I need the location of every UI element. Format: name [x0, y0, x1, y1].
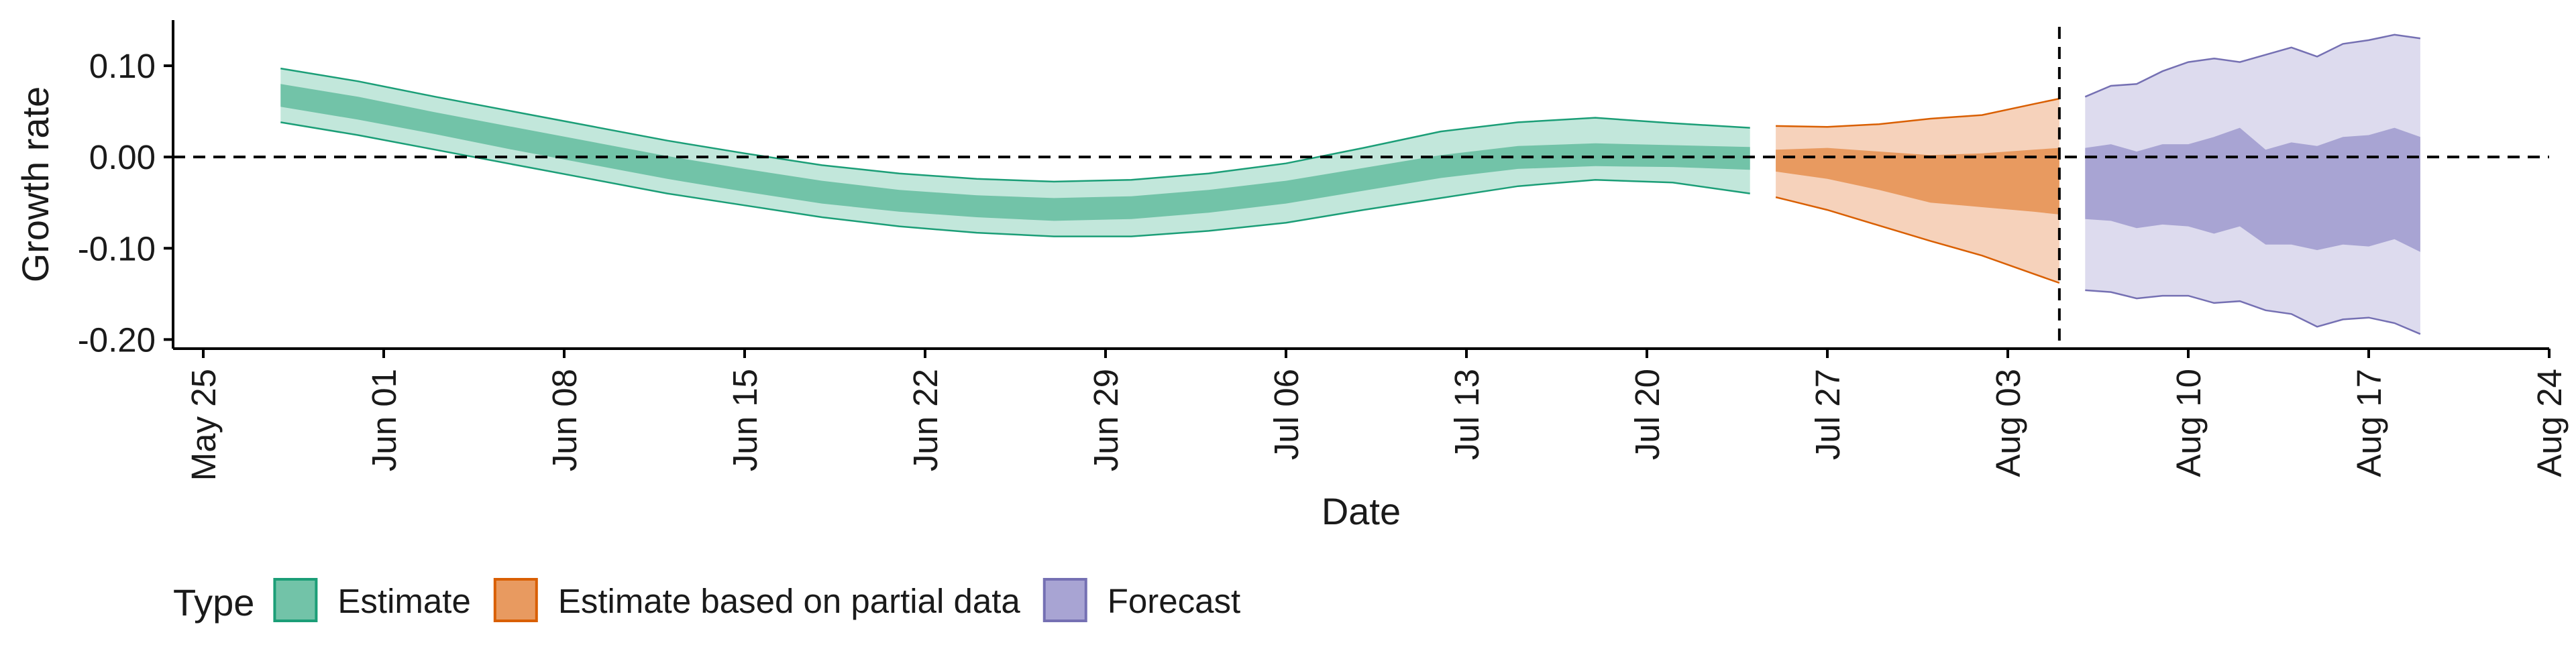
series-estimate [280, 67, 1750, 237]
series-estimate-based-on-partial-data-lower-edge [1775, 196, 2060, 284]
series-forecast [2084, 34, 2421, 335]
series-estimate-inner-band [280, 84, 1750, 221]
x-tick-label: Jul 27 [1809, 369, 1847, 460]
x-tick-label: Jul 20 [1628, 369, 1666, 460]
x-tick-label: Jun 29 [1087, 369, 1125, 471]
y-tick-label: -0.10 [78, 229, 156, 268]
legend-label-estimate: Estimate [337, 582, 470, 620]
reference-lines [173, 27, 2549, 349]
legend: Type Estimate Estimate based on partial d… [173, 578, 1240, 624]
bands-layer [280, 34, 2421, 335]
y-tick-label: 0.00 [89, 138, 156, 176]
x-tick-label: Jun 01 [365, 369, 403, 471]
legend-swatch-forecast [1042, 578, 1087, 622]
x-tick-label: Aug 17 [2350, 369, 2388, 477]
x-tick-label: Jul 06 [1267, 369, 1305, 460]
x-tick-label: Jun 15 [726, 369, 764, 471]
x-tick-label: Aug 24 [2530, 369, 2569, 477]
legend-swatch-estimate-based-on-partial-data [493, 578, 538, 622]
legend-swatch-estimate [273, 578, 318, 622]
x-axis-title: Date [1322, 490, 1401, 532]
series-estimate-lower-edge [280, 121, 1750, 237]
x-tick-label: Aug 10 [2169, 369, 2208, 477]
series-estimate-based-on-partial-data [1775, 97, 2060, 284]
x-tick-label: Aug 03 [1989, 369, 2027, 477]
series-forecast-lower-edge [2085, 289, 2421, 335]
series-forecast-inner-band [2085, 127, 2420, 252]
x-tick-label: Jun 08 [545, 369, 584, 471]
x-tick-label: Jun 22 [906, 369, 945, 471]
x-tick-label: May 25 [184, 369, 223, 481]
axes: 0.10 0.00 -0.10 -0.20 May 25 Jun 01 Jun 08 Jun … [78, 20, 2569, 481]
legend-title: Type [173, 581, 254, 624]
series-estimate-upper-edge [280, 67, 1750, 183]
y-axis-title: Growth rate [14, 86, 56, 283]
legend-label-estimate-based-on-partial-data: Estimate based on partial data [558, 582, 1021, 620]
y-tick-label: 0.10 [89, 47, 156, 85]
series-estimate-based-on-partial-data-upper-edge [1776, 97, 2060, 128]
legend-items: Estimate Estimate based on partial data Fo… [273, 578, 1240, 622]
series-forecast-upper-edge [2084, 34, 2421, 98]
x-tick-label: Jul 13 [1448, 369, 1486, 460]
y-tick-label: -0.20 [78, 320, 156, 359]
series-estimate-based-on-partial-data-inner-band [1776, 148, 2059, 215]
legend-label-forecast: Forecast [1108, 582, 1240, 620]
series-estimate-outer-band [280, 68, 1750, 237]
